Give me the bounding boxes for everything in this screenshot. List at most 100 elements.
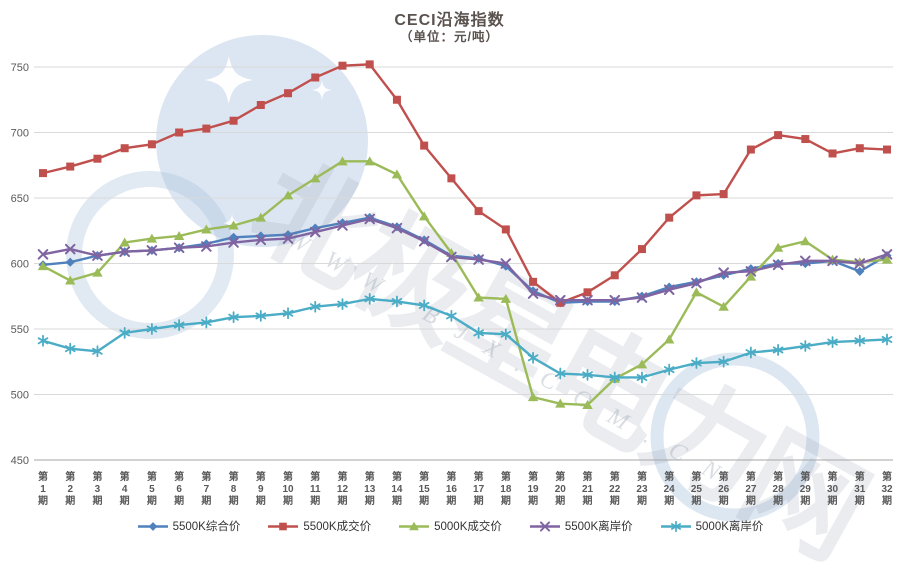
svg-text:期: 期	[419, 494, 429, 507]
svg-text:第: 第	[691, 470, 701, 483]
svg-text:期: 期	[446, 494, 456, 507]
svg-text:12: 12	[337, 484, 349, 495]
y-tick-label: 650	[11, 193, 29, 205]
x-axis-labels: 第1期第2期第3期第4期第5期第6期第7期第8期第9期第10期第11期第12期第…	[38, 470, 893, 507]
x-tick-7: 第7期	[201, 470, 211, 507]
y-tick-label: 550	[11, 324, 29, 336]
svg-text:第: 第	[365, 470, 375, 483]
svg-text:24: 24	[664, 484, 676, 495]
svg-text:第: 第	[201, 470, 211, 483]
svg-text:14: 14	[391, 484, 403, 495]
svg-text:第: 第	[337, 470, 347, 483]
y-tick-label: 700	[11, 128, 29, 140]
svg-text:5: 5	[149, 484, 155, 495]
svg-text:第: 第	[583, 470, 593, 483]
svg-text:11: 11	[310, 484, 321, 495]
svg-text:6: 6	[176, 484, 182, 495]
svg-text:13: 13	[364, 484, 376, 495]
svg-text:16: 16	[446, 484, 458, 495]
svg-text:第: 第	[664, 470, 674, 483]
svg-text:期: 期	[201, 494, 211, 507]
svg-text:第: 第	[65, 470, 75, 483]
svg-text:期: 期	[501, 494, 511, 507]
svg-text:32: 32	[881, 484, 893, 495]
legend-marker-icon	[660, 520, 691, 532]
svg-text:第: 第	[38, 470, 48, 483]
x-tick-2: 第2期	[65, 470, 75, 507]
svg-text:期: 期	[719, 494, 729, 507]
svg-text:第: 第	[800, 470, 810, 483]
series-5500K成交价	[39, 60, 892, 307]
x-tick-6: 第6期	[174, 470, 184, 507]
svg-text:第: 第	[392, 470, 402, 483]
svg-text:第: 第	[446, 470, 456, 483]
svg-text:第: 第	[474, 470, 484, 483]
svg-text:20: 20	[555, 484, 567, 495]
svg-text:26: 26	[718, 484, 730, 495]
svg-text:3: 3	[95, 484, 101, 495]
svg-text:23: 23	[636, 484, 648, 495]
svg-text:期: 期	[828, 494, 838, 507]
series-5000K离岸价	[37, 292, 893, 384]
svg-text:第: 第	[746, 470, 756, 483]
svg-text:第: 第	[283, 470, 293, 483]
svg-text:第: 第	[120, 470, 130, 483]
svg-text:期: 期	[337, 494, 347, 507]
svg-text:期: 期	[746, 494, 756, 507]
svg-text:第: 第	[828, 470, 838, 483]
legend-item-5000K离岸价: 5000K离岸价	[659, 518, 763, 534]
y-tick-label: 500	[11, 390, 29, 402]
svg-text:第: 第	[229, 470, 239, 483]
legend-marker-icon	[268, 522, 299, 530]
svg-text:期: 期	[120, 494, 130, 507]
svg-text:10: 10	[282, 484, 294, 495]
svg-text:第: 第	[310, 470, 320, 483]
svg-text:第: 第	[528, 470, 538, 483]
svg-text:期: 期	[229, 494, 239, 507]
legend-item-5500K综合价: 5500K综合价	[136, 518, 241, 534]
x-tick-8: 第8期	[229, 470, 239, 507]
chart-title: CECI沿海指数	[394, 12, 505, 29]
y-tick-label: 600	[11, 259, 29, 271]
svg-text:1: 1	[40, 484, 46, 495]
svg-text:期: 期	[92, 494, 102, 507]
legend-item-label: 5500K成交价	[303, 521, 372, 533]
legend-item-5500K成交价: 5500K成交价	[266, 518, 371, 534]
svg-text:期: 期	[310, 494, 320, 507]
svg-text:第: 第	[610, 470, 620, 483]
svg-text:第: 第	[147, 470, 157, 483]
svg-text:期: 期	[174, 494, 184, 507]
svg-text:2: 2	[67, 484, 73, 495]
svg-text:17: 17	[473, 484, 485, 495]
series-5500K离岸价	[37, 213, 893, 306]
svg-text:期: 期	[38, 494, 48, 507]
svg-text:第: 第	[256, 470, 266, 483]
y-tick-label: 750	[11, 62, 29, 74]
svg-text:28: 28	[773, 484, 785, 495]
legend: 5500K综合价 5500K成交价 5000K成交价 5500K离岸价 5000…	[0, 518, 899, 534]
svg-text:期: 期	[691, 494, 701, 507]
svg-text:第: 第	[174, 470, 184, 483]
svg-text:19: 19	[528, 484, 540, 495]
legend-marker-icon	[529, 520, 560, 532]
legend-item-label: 5500K综合价	[172, 521, 241, 533]
svg-text:第: 第	[501, 470, 511, 483]
x-tick-5: 第5期	[147, 470, 157, 507]
svg-text:第: 第	[773, 470, 783, 483]
svg-text:期: 期	[800, 494, 810, 507]
series-5500K综合价	[38, 213, 892, 308]
svg-text:期: 期	[65, 494, 75, 507]
plot-area: 450500550600650700750第1期第2期第3期第4期第5期第6期第…	[11, 60, 893, 507]
